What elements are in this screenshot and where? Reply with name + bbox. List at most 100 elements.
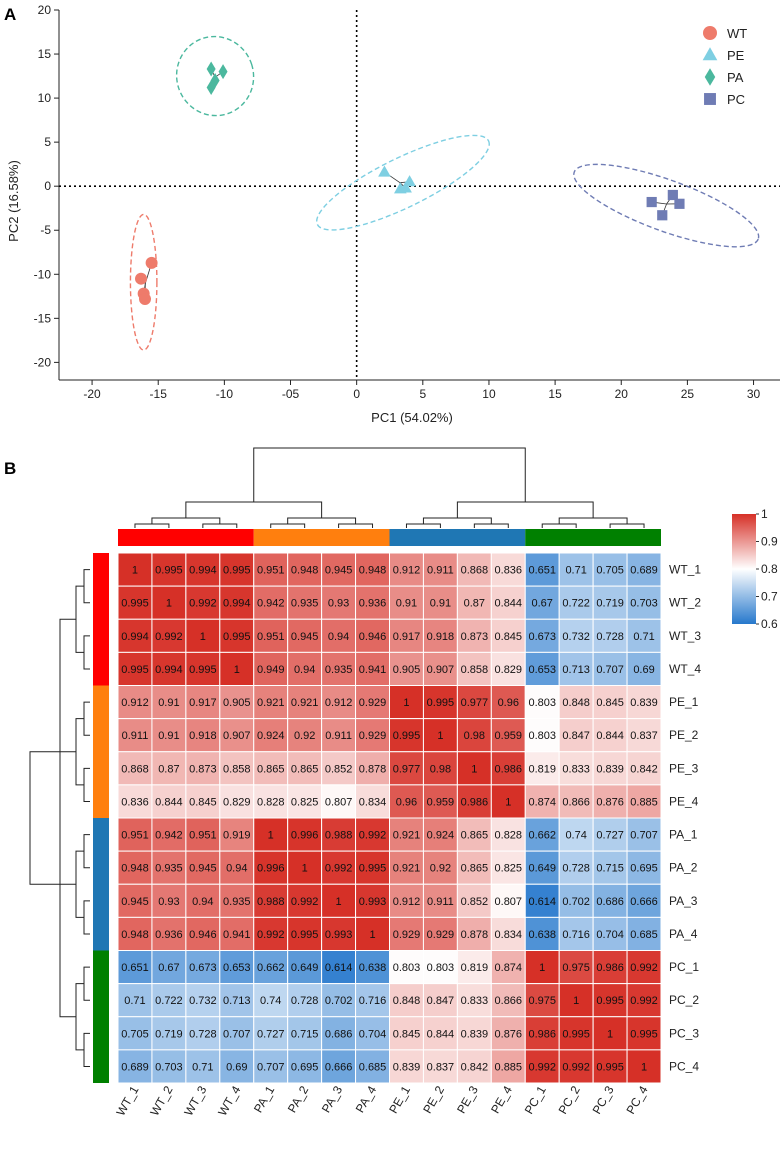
- heatmap-cell-value: 0.865: [257, 763, 285, 775]
- heatmap-cell-value: 0.844: [427, 1028, 455, 1040]
- heatmap-cell-value: 0.702: [562, 896, 590, 908]
- heatmap-cell-value: 0.986: [528, 1028, 556, 1040]
- heatmap-cell-value: 0.865: [461, 863, 489, 875]
- row-label: PE_1: [669, 695, 699, 709]
- heatmap-cell: [626, 850, 662, 885]
- column-group-bar: [389, 529, 526, 546]
- pca-y-tick-label: 10: [38, 91, 52, 105]
- heatmap-cell: [185, 585, 221, 620]
- heatmap-cell: [151, 950, 187, 985]
- heatmap-cell-value: 0.834: [495, 929, 523, 941]
- heatmap-cell-value: 0.845: [495, 631, 523, 643]
- heatmap-cell: [185, 983, 221, 1018]
- heatmap-cell-value: 0.994: [189, 565, 217, 577]
- heatmap-cell: [355, 983, 390, 1018]
- heatmap-cell-value: 0.951: [257, 631, 285, 643]
- heatmap-cell: [253, 651, 289, 686]
- row-label: PA_2: [669, 861, 698, 875]
- heatmap-cell-value: 0.803: [528, 730, 556, 742]
- heatmap-cell-value: 0.91: [430, 598, 451, 610]
- heatmap-cell-value: 1: [369, 929, 375, 941]
- dendrogram-branch: [75, 585, 84, 653]
- heatmap-cell-value: 0.87: [158, 763, 179, 775]
- heatmap-cell-value: 1: [573, 995, 579, 1007]
- heatmap-cell-value: 0.948: [291, 565, 319, 577]
- heatmap-cell-value: 0.728: [596, 631, 624, 643]
- pca-y-tick-label: 0: [44, 179, 51, 193]
- row-group-bar: [93, 685, 109, 818]
- heatmap-cell-value: 0.873: [461, 631, 489, 643]
- column-dendrogram: [134, 447, 645, 528]
- heatmap-cell-value: 0.929: [359, 697, 387, 709]
- heatmap-cell-value: 0.885: [495, 1061, 523, 1073]
- dendrogram-branch: [253, 447, 526, 502]
- column-label: PC_3: [590, 1083, 617, 1116]
- legend-label-pa: PA: [727, 70, 744, 85]
- heatmap-cell: [253, 983, 289, 1018]
- column-label: PE_1: [386, 1083, 413, 1116]
- heatmap-cell-value: 0.92: [430, 863, 451, 875]
- heatmap-cell: [456, 983, 492, 1018]
- heatmap-cell-value: 0.941: [359, 664, 387, 676]
- row-label: PC_1: [669, 960, 699, 974]
- column-label: PC_4: [623, 1083, 650, 1116]
- heatmap-cell: [456, 618, 492, 653]
- heatmap-cell-value: 0.689: [121, 1061, 149, 1073]
- heatmap-cell-value: 0.852: [461, 896, 489, 908]
- heatmap-cell-value: 0.996: [257, 863, 285, 875]
- heatmap-cell: [626, 685, 662, 720]
- heatmap-cell: [287, 950, 323, 985]
- heatmap-cell-value: 0.992: [630, 962, 658, 974]
- heatmap-cell: [117, 950, 153, 985]
- heatmap-cell-value: 0.716: [359, 995, 387, 1007]
- heatmap-cell: [355, 685, 390, 720]
- heatmap-cell: [185, 1049, 221, 1084]
- heatmap-cell: [456, 850, 492, 885]
- heatmap-cell-value: 0.941: [223, 929, 251, 941]
- dendrogram-branch: [83, 966, 90, 1001]
- heatmap-cell: [524, 983, 560, 1018]
- heatmap-cell-value: 0.929: [359, 730, 387, 742]
- heatmap-cells: 1 0.995 0.994 0.995 0.951 0.948 0.945 0.948 0.91…: [117, 552, 662, 1084]
- column-label: PC_2: [556, 1083, 583, 1116]
- heatmap-cell-value: 0.837: [630, 730, 658, 742]
- heatmap-cell-value: 0.995: [121, 598, 149, 610]
- heatmap-cell-value: 0.728: [189, 1028, 217, 1040]
- heatmap-cell-value: 0.995: [155, 565, 183, 577]
- heatmap-cell-value: 1: [234, 664, 240, 676]
- heatmap-cell-value: 0.912: [393, 896, 421, 908]
- heatmap-cell: [490, 552, 526, 587]
- heatmap-cell-value: 0.727: [257, 1028, 285, 1040]
- dendrogram-branch: [83, 635, 90, 670]
- heatmap-cell-value: 0.992: [189, 598, 217, 610]
- heatmap-cell-value: 0.992: [325, 863, 353, 875]
- heatmap-cell: [117, 1016, 153, 1051]
- heatmap-cell-value: 0.865: [291, 763, 319, 775]
- heatmap-cell: [185, 552, 221, 587]
- heatmap-cell: [185, 751, 221, 786]
- colorbar-tick-label: 0.9: [761, 535, 778, 549]
- heatmap-cell-value: 0.852: [325, 763, 353, 775]
- legend-marker-pa: [704, 68, 716, 86]
- heatmap-cell: [185, 883, 221, 918]
- heatmap-cell-value: 0.833: [562, 763, 590, 775]
- heatmap-cell-value: 0.673: [189, 962, 217, 974]
- column-label: WT_3: [181, 1083, 209, 1118]
- heatmap-cell-value: 0.959: [495, 730, 523, 742]
- heatmap-cell-value: 0.695: [291, 1061, 319, 1073]
- heatmap-cell: [422, 950, 458, 985]
- heatmap-cell-value: 0.713: [562, 664, 590, 676]
- heatmap-cell-value: 1: [505, 796, 511, 808]
- data-point: [206, 61, 216, 77]
- heatmap-cell-value: 0.819: [528, 763, 556, 775]
- colorbar-tick-label: 0.8: [761, 562, 778, 576]
- heatmap-cell-value: 0.825: [495, 863, 523, 875]
- heatmap-cell-value: 0.993: [325, 929, 353, 941]
- heatmap-cell-value: 0.942: [257, 598, 285, 610]
- heatmap-cell-value: 0.67: [532, 598, 553, 610]
- heatmap-cell-value: 0.874: [495, 962, 523, 974]
- row-dendrogram: [29, 569, 90, 1067]
- heatmap-cell-value: 0.993: [359, 896, 387, 908]
- heatmap-cell-value: 0.651: [121, 962, 149, 974]
- heatmap-cell-value: 0.836: [121, 796, 149, 808]
